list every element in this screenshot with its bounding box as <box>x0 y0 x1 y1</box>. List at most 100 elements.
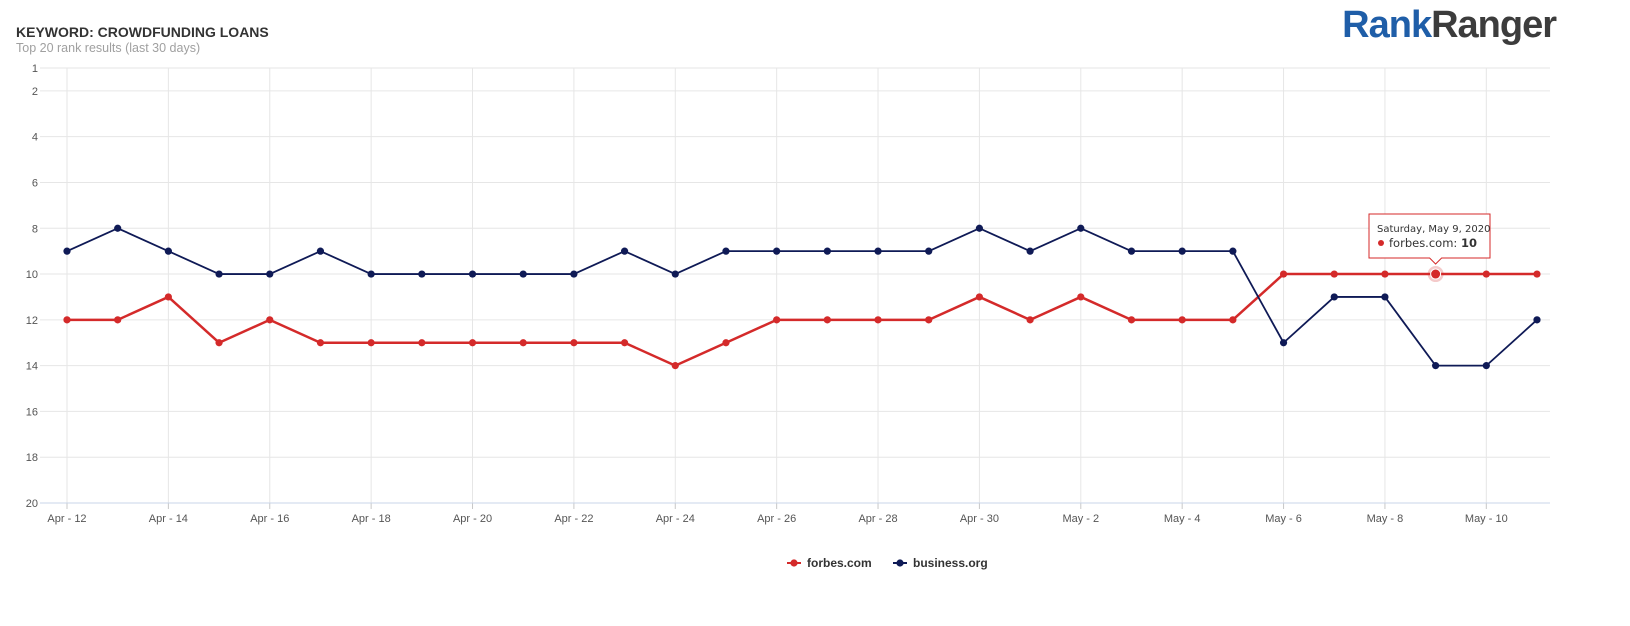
legend-item-forbes-com[interactable]: forbes.com <box>787 556 872 570</box>
legend-label: business.org <box>913 556 988 570</box>
data-point-business-org <box>1381 293 1389 301</box>
data-point-business-org <box>418 270 426 278</box>
x-tick-label: May - 4 <box>1164 513 1201 525</box>
data-point-business-org <box>63 247 71 255</box>
data-point-forbes-com <box>1229 316 1237 324</box>
data-point-business-org <box>114 224 122 232</box>
tooltip-value: 10 <box>1461 236 1477 250</box>
x-tick-label: May - 10 <box>1465 513 1508 525</box>
rankranger-logo: RankRanger <box>1342 4 1557 47</box>
y-tick-label: 4 <box>32 132 38 144</box>
data-point-business-org <box>1127 247 1136 255</box>
data-point-business-org <box>519 270 527 278</box>
data-point-forbes-com <box>1127 316 1136 324</box>
data-point-forbes-com <box>722 339 730 347</box>
data-point-business-org <box>1330 293 1338 301</box>
y-tick-label: 2 <box>32 86 38 98</box>
data-point-forbes-com <box>1482 270 1490 278</box>
x-tick-label: Apr - 16 <box>250 513 289 525</box>
tooltip-box <box>1368 213 1491 265</box>
data-point-forbes-com <box>925 316 933 324</box>
data-point-business-org <box>1279 339 1288 347</box>
data-point-forbes-com <box>215 339 223 347</box>
x-tick-label: Apr - 26 <box>757 513 796 525</box>
series-line-business-org <box>66 227 1538 367</box>
data-point-forbes-com <box>1330 270 1338 278</box>
data-point-forbes-com <box>570 339 578 347</box>
tooltip-date: Saturday, May 9, 2020 <box>1377 224 1490 235</box>
data-point-business-org <box>266 270 274 278</box>
data-point-forbes-com <box>367 339 375 347</box>
series-line-forbes-com <box>67 272 1537 367</box>
y-tick-label: 1 <box>32 63 38 75</box>
data-point-forbes-com <box>418 339 426 347</box>
x-tick-label: May - 2 <box>1062 513 1099 525</box>
data-point-forbes-com <box>773 316 781 324</box>
data-point-forbes-com <box>671 362 679 370</box>
legend-item-business-org[interactable]: business.org <box>893 556 988 570</box>
data-point-business-org <box>316 247 325 255</box>
data-point-business-org <box>620 247 629 255</box>
legend-marker <box>790 559 798 567</box>
y-tick-label: 10 <box>26 269 38 281</box>
data-point-forbes-com <box>1178 316 1186 324</box>
data-point-forbes-com <box>823 316 831 324</box>
series-layer <box>63 224 1541 370</box>
data-point-forbes-com <box>316 339 325 347</box>
chart-subtitle: Top 20 rank results (last 30 days) <box>16 41 201 55</box>
x-axis: Apr - 12 Apr - 14 Apr - 16 Apr - 18 Apr - 20… <box>40 502 1550 525</box>
data-point-business-org <box>1533 316 1541 324</box>
tooltip-marker <box>1378 240 1384 246</box>
x-tick-label: Apr - 24 <box>656 513 695 525</box>
y-tick-label: 6 <box>32 177 38 189</box>
data-point-business-org <box>1077 224 1085 232</box>
logo-part-rank: Rank <box>1342 4 1432 46</box>
x-tick-label: Apr - 30 <box>960 513 999 525</box>
data-point-business-org <box>1026 247 1034 255</box>
legend-label: forbes.com <box>807 556 872 570</box>
data-point-business-org <box>874 247 882 255</box>
legend[interactable]: forbes.com business.org <box>787 556 988 570</box>
data-point-forbes-com <box>519 339 527 347</box>
data-point-business-org <box>367 270 375 278</box>
hover-point <box>1430 268 1442 280</box>
data-point-business-org <box>1482 362 1490 370</box>
logo-part-ranger: Ranger <box>1431 4 1557 46</box>
legend-marker <box>896 559 904 567</box>
data-point-business-org <box>722 247 730 255</box>
data-point-forbes-com <box>1077 293 1085 301</box>
data-point-forbes-com <box>468 339 477 347</box>
tooltip-series-label: forbes.com: <box>1389 236 1461 250</box>
data-point-forbes-com <box>1533 270 1541 278</box>
x-tick-label: Apr - 14 <box>149 513 188 525</box>
data-point-business-org <box>925 247 933 255</box>
y-tick-label: 14 <box>26 361 38 373</box>
x-tick-label: Apr - 20 <box>453 513 492 525</box>
data-point-business-org <box>164 247 172 255</box>
data-point-business-org <box>1432 362 1440 370</box>
data-point-forbes-com <box>620 339 629 347</box>
data-point-forbes-com <box>874 316 882 324</box>
data-point-forbes-com <box>1381 270 1389 278</box>
data-point-forbes-com <box>266 316 274 324</box>
data-point-forbes-com <box>63 316 71 324</box>
data-point-business-org <box>570 270 578 278</box>
data-point-business-org <box>1178 247 1186 255</box>
tooltip-value-line: forbes.com: 10 <box>1389 236 1477 250</box>
x-tick-label: May - 8 <box>1367 513 1404 525</box>
data-point-business-org <box>823 247 831 255</box>
data-point-business-org <box>773 247 781 255</box>
x-tick-label: Apr - 18 <box>352 513 391 525</box>
data-point-forbes-com <box>1026 316 1034 324</box>
data-point-business-org <box>975 224 984 232</box>
y-tick-label: 20 <box>26 498 38 510</box>
x-tick-label: May - 6 <box>1265 513 1302 525</box>
y-tick-label: 12 <box>26 315 38 327</box>
data-point-business-org <box>215 270 223 278</box>
data-point-forbes-com <box>164 293 172 301</box>
y-tick-label: 16 <box>26 406 38 418</box>
x-tick-label: Apr - 22 <box>554 513 593 525</box>
